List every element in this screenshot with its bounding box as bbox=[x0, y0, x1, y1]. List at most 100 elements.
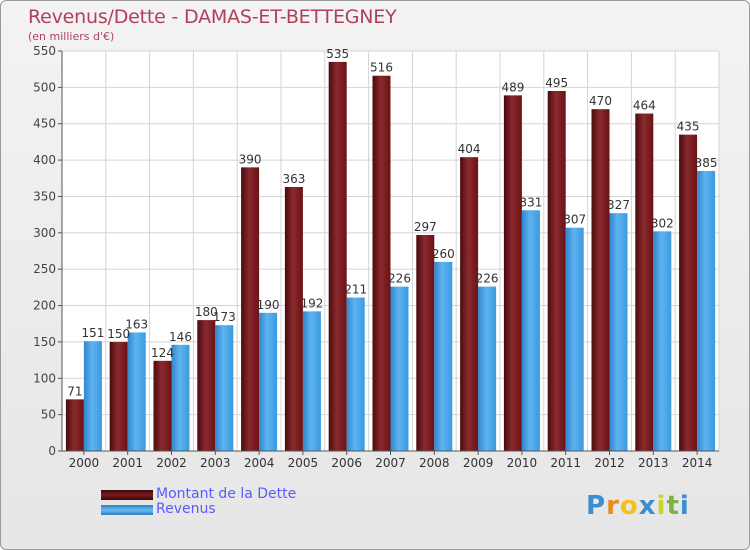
chart-title: Revenus/Dette - DAMAS-ET-BETTEGNEY bbox=[28, 6, 397, 28]
data-label-revenus: 307 bbox=[563, 213, 586, 227]
y-tick-label: 100 bbox=[33, 371, 56, 385]
data-label-debt: 495 bbox=[545, 76, 568, 90]
data-label-debt: 180 bbox=[195, 305, 218, 319]
bar-debt bbox=[635, 113, 654, 451]
logo-letter: x bbox=[638, 491, 657, 521]
bar-debt bbox=[416, 235, 435, 451]
proxiti-logo: Proxiti bbox=[586, 491, 690, 521]
bar-debt bbox=[503, 95, 522, 451]
x-tick-label: 2000 bbox=[69, 456, 100, 470]
bar-revenus bbox=[302, 311, 321, 451]
x-tick-label: 2001 bbox=[112, 456, 143, 470]
y-tick-label: 350 bbox=[33, 189, 56, 203]
data-label-revenus: 190 bbox=[257, 298, 280, 312]
x-tick-label: 2010 bbox=[507, 456, 538, 470]
bar-debt bbox=[591, 109, 610, 451]
bar-revenus bbox=[215, 325, 234, 451]
data-label-revenus: 385 bbox=[695, 156, 718, 170]
data-label-revenus: 302 bbox=[651, 216, 674, 230]
x-tick-label: 2006 bbox=[331, 456, 362, 470]
y-tick-label: 550 bbox=[33, 44, 56, 58]
legend-label-revenus: Revenus bbox=[156, 501, 216, 517]
x-tick-label: 2005 bbox=[288, 456, 319, 470]
chart-subtitle: (en milliers d'€) bbox=[28, 30, 115, 43]
bar-revenus bbox=[521, 210, 540, 451]
bar-revenus bbox=[259, 312, 278, 451]
data-label-revenus: 331 bbox=[519, 195, 542, 209]
x-tick-label: 2008 bbox=[419, 456, 450, 470]
bar-revenus bbox=[653, 231, 672, 451]
legend-label-debt: Montant de la Dette bbox=[156, 486, 297, 502]
data-label-debt: 124 bbox=[151, 346, 174, 360]
data-label-debt: 150 bbox=[107, 327, 130, 341]
legend-swatch-debt bbox=[101, 490, 153, 500]
logo-letter: t bbox=[666, 491, 680, 521]
x-tick-label: 2009 bbox=[463, 456, 494, 470]
data-label-debt: 297 bbox=[414, 220, 437, 234]
data-label-debt: 470 bbox=[589, 94, 612, 108]
bar-debt bbox=[241, 167, 260, 451]
x-tick-label: 2002 bbox=[156, 456, 187, 470]
bar-debt bbox=[372, 75, 391, 452]
logo-letter: P bbox=[586, 491, 607, 521]
bar-revenus bbox=[390, 286, 409, 451]
bar-revenus bbox=[83, 341, 102, 451]
bar-revenus bbox=[171, 344, 190, 451]
x-tick-label: 2011 bbox=[550, 456, 581, 470]
x-tick-label: 2012 bbox=[594, 456, 625, 470]
bar-revenus bbox=[609, 213, 628, 451]
bar-debt bbox=[460, 157, 479, 451]
logo-letter: o bbox=[619, 491, 639, 521]
bar-debt bbox=[65, 399, 84, 451]
data-label-debt: 71 bbox=[67, 384, 82, 398]
bar-revenus bbox=[127, 332, 146, 451]
data-label-debt: 489 bbox=[501, 80, 524, 94]
data-label-debt: 435 bbox=[677, 120, 700, 134]
bar-debt bbox=[153, 360, 172, 451]
bar-revenus bbox=[697, 171, 716, 451]
data-label-revenus: 151 bbox=[81, 326, 104, 340]
x-tick-label: 2004 bbox=[244, 456, 275, 470]
y-tick-label: 150 bbox=[33, 335, 56, 349]
y-tick-label: 300 bbox=[33, 226, 56, 240]
y-tick-label: 400 bbox=[33, 153, 56, 167]
y-tick-label: 250 bbox=[33, 262, 56, 276]
data-label-revenus: 327 bbox=[607, 198, 630, 212]
y-tick-label: 200 bbox=[33, 299, 56, 313]
y-tick-label: 500 bbox=[33, 80, 56, 94]
x-tick-label: 2013 bbox=[638, 456, 669, 470]
logo-letter: i bbox=[656, 491, 667, 521]
x-tick-label: 2007 bbox=[375, 456, 406, 470]
data-label-revenus: 226 bbox=[476, 272, 499, 286]
logo-letter: r bbox=[606, 491, 620, 521]
data-label-debt: 390 bbox=[239, 152, 262, 166]
bar-debt bbox=[328, 61, 347, 452]
data-label-revenus: 163 bbox=[125, 317, 148, 331]
data-label-revenus: 226 bbox=[388, 272, 411, 286]
y-tick-label: 0 bbox=[48, 444, 56, 458]
data-label-debt: 363 bbox=[282, 172, 305, 186]
bar-debt bbox=[679, 134, 698, 452]
bar-revenus bbox=[434, 261, 453, 451]
data-label-revenus: 260 bbox=[432, 247, 455, 261]
bar-debt bbox=[197, 320, 216, 451]
bar-revenus bbox=[565, 227, 584, 451]
data-label-revenus: 192 bbox=[300, 296, 323, 310]
logo-letter: i bbox=[679, 491, 690, 521]
data-label-debt: 516 bbox=[370, 61, 393, 75]
legend-swatch-revenus bbox=[101, 505, 153, 515]
bar-debt bbox=[284, 187, 303, 451]
x-tick-label: 2014 bbox=[682, 456, 713, 470]
bar-debt bbox=[109, 341, 128, 451]
data-label-debt: 535 bbox=[326, 47, 349, 61]
data-label-debt: 464 bbox=[633, 99, 656, 113]
y-tick-label: 450 bbox=[33, 117, 56, 131]
data-label-revenus: 211 bbox=[344, 283, 367, 297]
bar-revenus bbox=[478, 286, 497, 451]
y-tick-label: 50 bbox=[41, 408, 56, 422]
bar-debt bbox=[547, 91, 566, 451]
data-label-debt: 404 bbox=[458, 142, 481, 156]
data-label-revenus: 173 bbox=[213, 310, 236, 324]
